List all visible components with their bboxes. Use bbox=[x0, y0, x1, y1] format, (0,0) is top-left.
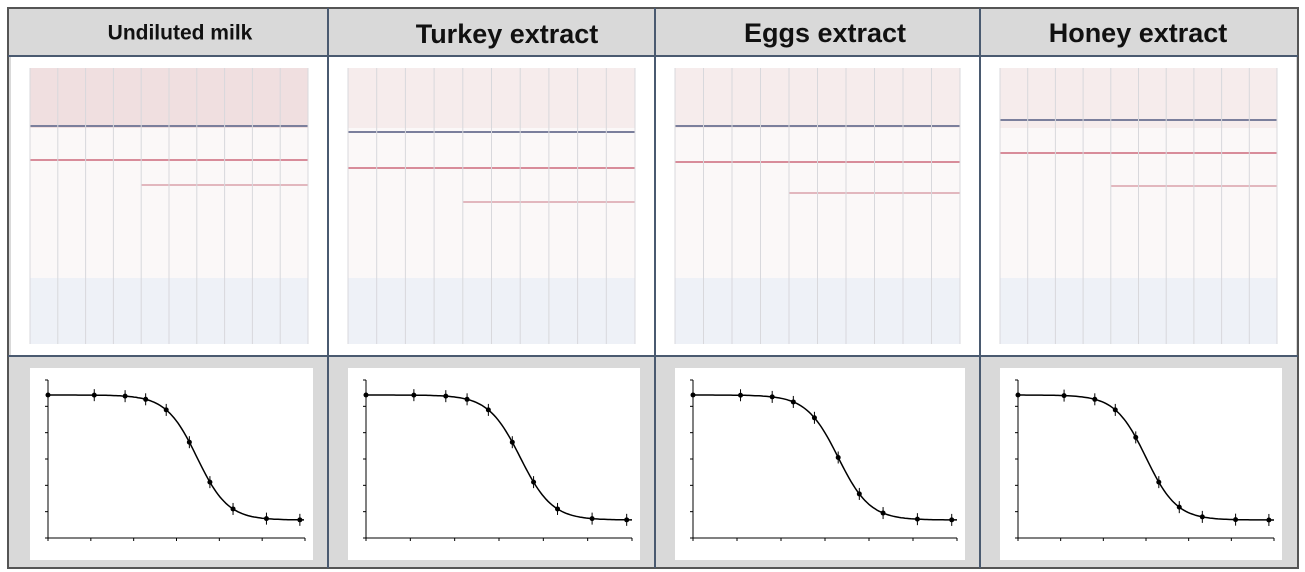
point bbox=[411, 392, 417, 398]
point bbox=[91, 392, 97, 398]
column-header: Turkey extract bbox=[416, 19, 599, 49]
fit-curve bbox=[1018, 394, 1274, 521]
point bbox=[1092, 396, 1098, 402]
plot-bg bbox=[675, 368, 965, 560]
point bbox=[1015, 392, 1021, 398]
point bbox=[207, 479, 213, 485]
column-header: Honey extract bbox=[1049, 18, 1228, 48]
point bbox=[143, 396, 149, 402]
point bbox=[690, 392, 696, 398]
point bbox=[856, 491, 862, 497]
point bbox=[949, 517, 955, 523]
point bbox=[163, 407, 169, 413]
point bbox=[531, 479, 537, 485]
plot-bg bbox=[1000, 368, 1282, 560]
point bbox=[624, 517, 630, 523]
point bbox=[790, 399, 796, 405]
point bbox=[509, 439, 515, 445]
point bbox=[122, 393, 128, 399]
point bbox=[1266, 517, 1272, 523]
point bbox=[443, 393, 449, 399]
point bbox=[1176, 504, 1182, 510]
plot-bg bbox=[348, 368, 640, 560]
plot-bg bbox=[30, 368, 313, 560]
point bbox=[914, 516, 920, 522]
point bbox=[1112, 407, 1118, 413]
point bbox=[769, 394, 775, 400]
point bbox=[738, 392, 744, 398]
point bbox=[1156, 479, 1162, 485]
point bbox=[1199, 514, 1205, 520]
fit-curve bbox=[693, 394, 957, 521]
point bbox=[880, 510, 886, 516]
point bbox=[811, 415, 817, 421]
point bbox=[1061, 393, 1067, 399]
point bbox=[589, 516, 595, 522]
point bbox=[45, 392, 51, 398]
point bbox=[186, 439, 192, 445]
column-header: Eggs extract bbox=[744, 18, 906, 48]
point bbox=[363, 392, 369, 398]
fit-curve bbox=[48, 394, 304, 521]
point bbox=[555, 506, 561, 512]
point bbox=[1133, 434, 1139, 440]
point bbox=[230, 506, 236, 512]
column-header: Undiluted milk bbox=[108, 22, 253, 45]
point bbox=[485, 407, 491, 413]
point bbox=[1233, 517, 1239, 523]
fit-curve bbox=[366, 394, 632, 521]
point bbox=[297, 517, 303, 523]
point bbox=[464, 396, 470, 402]
point bbox=[835, 455, 841, 460]
point bbox=[263, 516, 269, 522]
